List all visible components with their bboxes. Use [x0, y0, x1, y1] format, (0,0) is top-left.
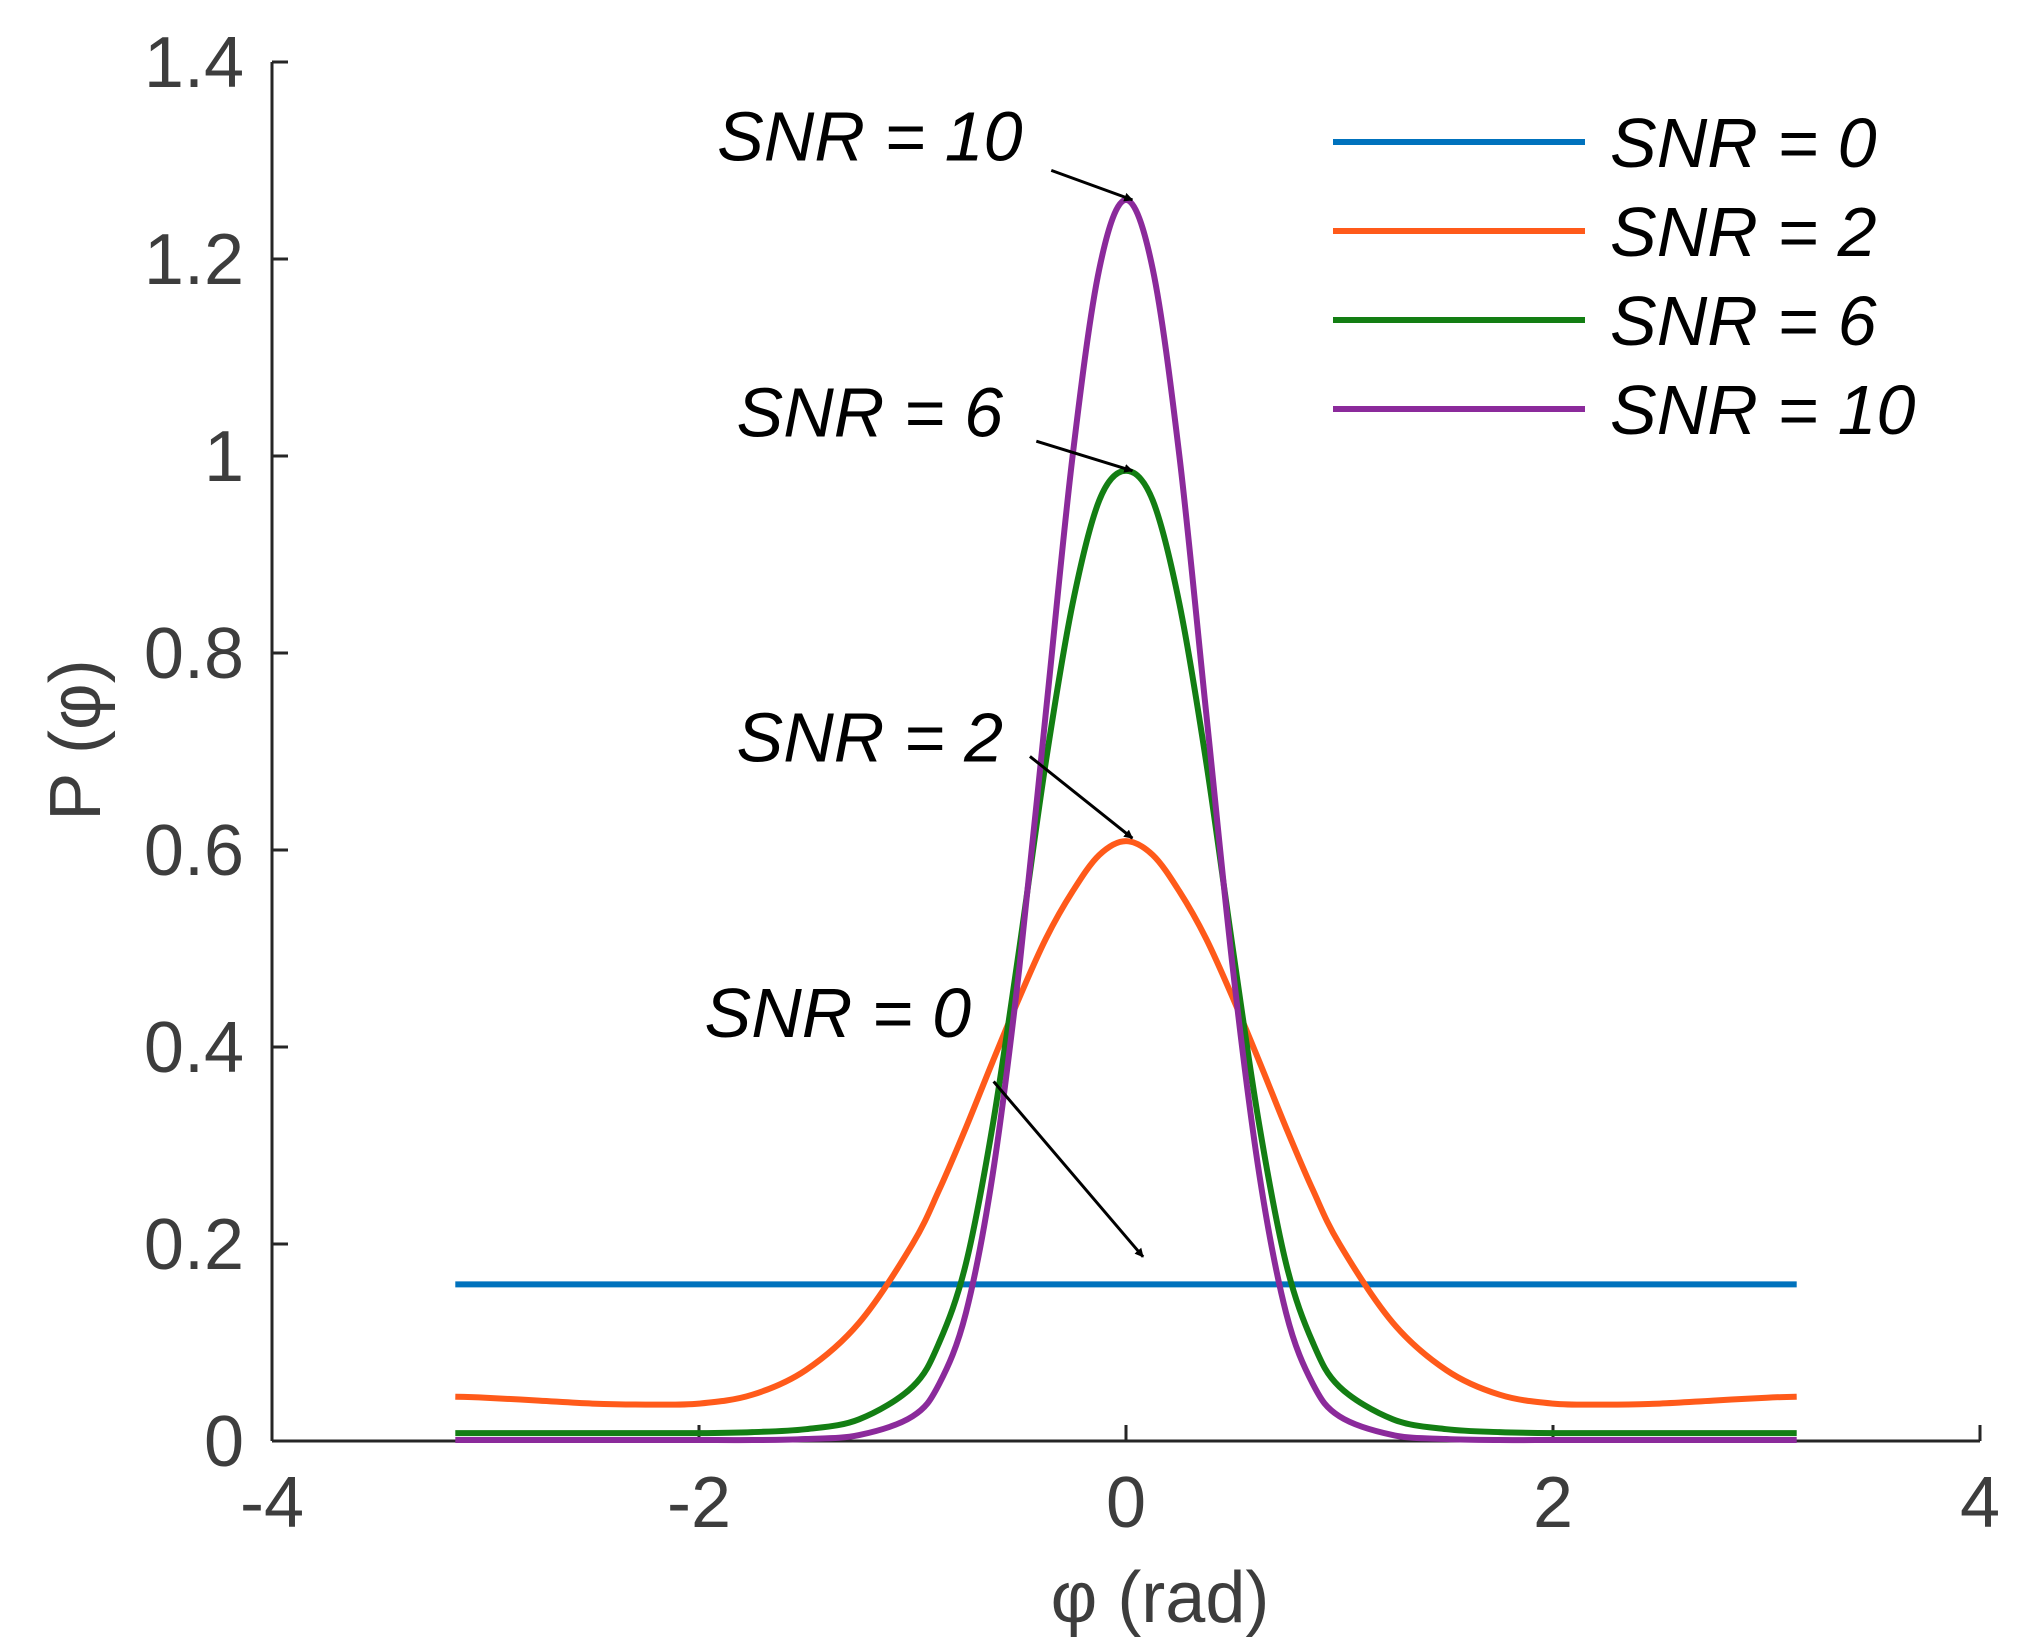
x-axis-title: φ (rad) [1051, 1558, 1270, 1638]
annotation-label: SNR = 2 [737, 698, 1004, 776]
annotation-arrow [1035, 439, 1134, 473]
legend: SNR = 0 SNR = 2 SNR = 6 SNR = 10 [1333, 104, 1915, 449]
series-line-snr-6 [455, 467, 1797, 1437]
annotation-label: SNR = 10 [717, 98, 1022, 176]
y-tick-label: 0.2 [144, 1205, 244, 1285]
x-tick-label: 0 [1106, 1463, 1146, 1543]
y-tick-label: 1.2 [144, 220, 244, 300]
y-tick-label: 0.6 [144, 811, 244, 891]
annotation-arrow [1028, 755, 1134, 840]
axes: -4 -2 0 2 4 0 0.2 0.4 0.6 0.8 1 1.2 1.4 φ (rad) P (φ) [36, 23, 2000, 1638]
annotation-arrow [1050, 168, 1134, 202]
annotation-arrow [992, 1080, 1145, 1258]
annotations: SNR = 10 SNR = 6 SNR = 2 SNR = 0 [705, 98, 1145, 1258]
legend-label: SNR = 6 [1610, 282, 1877, 360]
series-group [455, 196, 1797, 1444]
y-axis-title: P (φ) [36, 659, 116, 820]
x-tick-label: -4 [240, 1463, 304, 1543]
legend-label: SNR = 2 [1610, 193, 1877, 271]
y-tick-label: 0 [204, 1402, 244, 1482]
series-line-snr-10 [455, 196, 1797, 1444]
y-tick-label: 1 [204, 417, 244, 497]
x-tick-label: 2 [1533, 1463, 1573, 1543]
annotation-label: SNR = 0 [705, 974, 972, 1052]
y-tick-label: 0.4 [144, 1008, 244, 1088]
series-line-snr-2 [455, 838, 1797, 1408]
x-tick-label: 4 [1960, 1463, 2000, 1543]
y-tick-label: 1.4 [144, 23, 244, 103]
annotation-label: SNR = 6 [737, 373, 1004, 451]
x-tick-label: -2 [667, 1463, 731, 1543]
legend-label: SNR = 10 [1610, 371, 1915, 449]
legend-label: SNR = 0 [1610, 104, 1877, 182]
y-tick-label: 0.8 [144, 614, 244, 694]
